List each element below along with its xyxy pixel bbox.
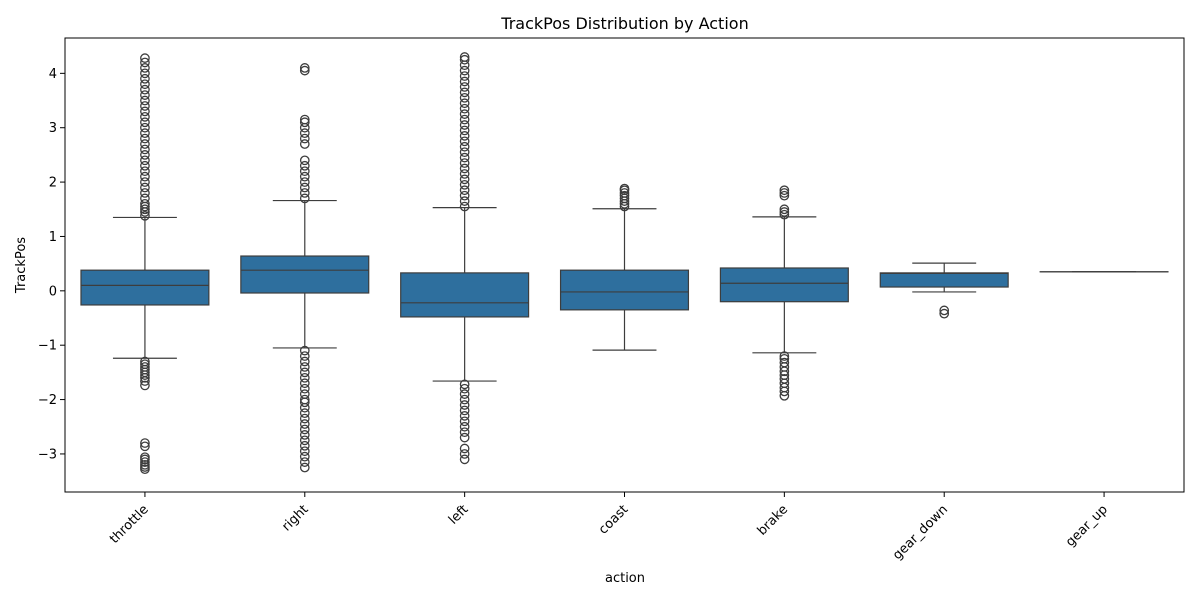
x-tick-label: gear_down: [890, 502, 951, 563]
x-tick-label: gear_up: [1063, 502, 1111, 550]
outlier-point: [301, 156, 309, 164]
iqr-box: [720, 268, 848, 302]
y-tick-label: 2: [49, 176, 57, 191]
x-axis: throttle right left coast brake gear_down gear…: [107, 492, 1111, 563]
plot-area: [81, 53, 1168, 474]
y-tick-label: 4: [49, 67, 57, 82]
outlier-point: [460, 444, 468, 452]
iqr-box: [81, 270, 209, 305]
y-tick-label: −1: [38, 339, 57, 354]
iqr-box: [561, 270, 689, 310]
x-tick-label: left: [446, 502, 472, 528]
x-tick-label: coast: [596, 502, 631, 537]
y-tick-label: −2: [38, 393, 57, 408]
x-axis-label: action: [605, 571, 645, 586]
iqr-box: [880, 273, 1008, 287]
iqr-box: [241, 256, 369, 293]
box-group-brake: [720, 186, 848, 400]
x-tick-label: throttle: [107, 502, 152, 547]
box-group-coast: [561, 184, 689, 350]
y-tick-label: −3: [38, 447, 57, 462]
x-tick-label: brake: [755, 502, 792, 539]
chart-title: TrackPos Distribution by Action: [500, 14, 748, 33]
box-group-left: [401, 53, 529, 464]
y-tick-label: 0: [49, 284, 57, 299]
iqr-box: [401, 273, 529, 317]
y-axis-label: TrackPos: [14, 237, 29, 294]
y-axis: −3 −2 −1 0 1 2 3 4: [38, 67, 65, 463]
y-tick-label: 3: [49, 121, 57, 136]
box-group-right: [241, 64, 369, 472]
box-group-gear_down: [880, 263, 1008, 318]
box-group-throttle: [81, 54, 209, 473]
y-tick-label: 1: [49, 230, 57, 245]
x-tick-label: right: [279, 502, 311, 534]
